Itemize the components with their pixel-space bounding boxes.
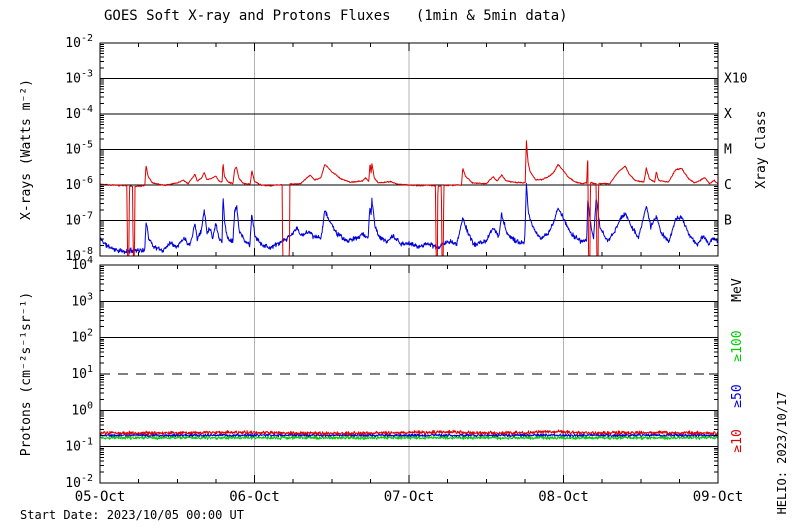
ytick-label: 10-3 (65, 69, 93, 87)
ytick-label: 10-5 (65, 140, 93, 158)
chart-title: GOES Soft X-ray and Protons Fluxes (1min… (104, 8, 568, 24)
xtick-label: 08-Oct (538, 489, 589, 505)
ytick-label: 10-1 (65, 437, 93, 455)
proton-legend-label: ≥10 (730, 429, 745, 452)
ytick-label: 10-4 (65, 104, 93, 122)
xtick-label: 07-Oct (384, 489, 435, 505)
proton-legend-label: ≥50 (730, 384, 745, 407)
xray-class-label: M (724, 143, 732, 158)
xtick-label: 05-Oct (75, 489, 126, 505)
y-axis-title-xray: X-rays (Watts m⁻²) (19, 79, 34, 220)
ytick-label: 101 (71, 364, 93, 382)
series-protons-ge10mev (99, 429, 719, 437)
right-axis-title: Xray Class (754, 110, 769, 188)
helio-timestamp: HELIO: 2023/10/17 (775, 391, 789, 515)
series-protons-ge100mev (99, 435, 719, 441)
ytick-label: 10-8 (65, 246, 93, 264)
xray-class-label: X (724, 107, 732, 122)
xtick-label: 06-Oct (229, 489, 280, 505)
ytick-label: 104 (71, 255, 93, 273)
start-date-label: Start Date: 2023/10/05 00:00 UT (20, 508, 244, 522)
xtick-label: 09-Oct (693, 489, 744, 505)
y-axis-title-protons: Protons (cm⁻²s⁻¹sr⁻¹) (19, 292, 34, 456)
ytick-label: 100 (71, 400, 93, 418)
xray-class-label: B (724, 214, 732, 229)
xray-class-label: C (724, 178, 732, 193)
proton-legend-label: ≥100 (730, 330, 745, 361)
ytick-label: 10-6 (65, 175, 93, 193)
ytick-label: 102 (71, 328, 93, 346)
series-xray-short-wavelength (99, 182, 719, 255)
ytick-label: 103 (71, 291, 93, 309)
xray-class-label: X10 (724, 72, 747, 87)
proton-legend-label: MeV (730, 278, 745, 302)
ytick-label: 10-2 (65, 473, 93, 491)
series-xray-long-wavelength (99, 140, 719, 257)
ytick-label: 10-2 (65, 33, 93, 51)
ytick-label: 10-7 (65, 211, 93, 229)
